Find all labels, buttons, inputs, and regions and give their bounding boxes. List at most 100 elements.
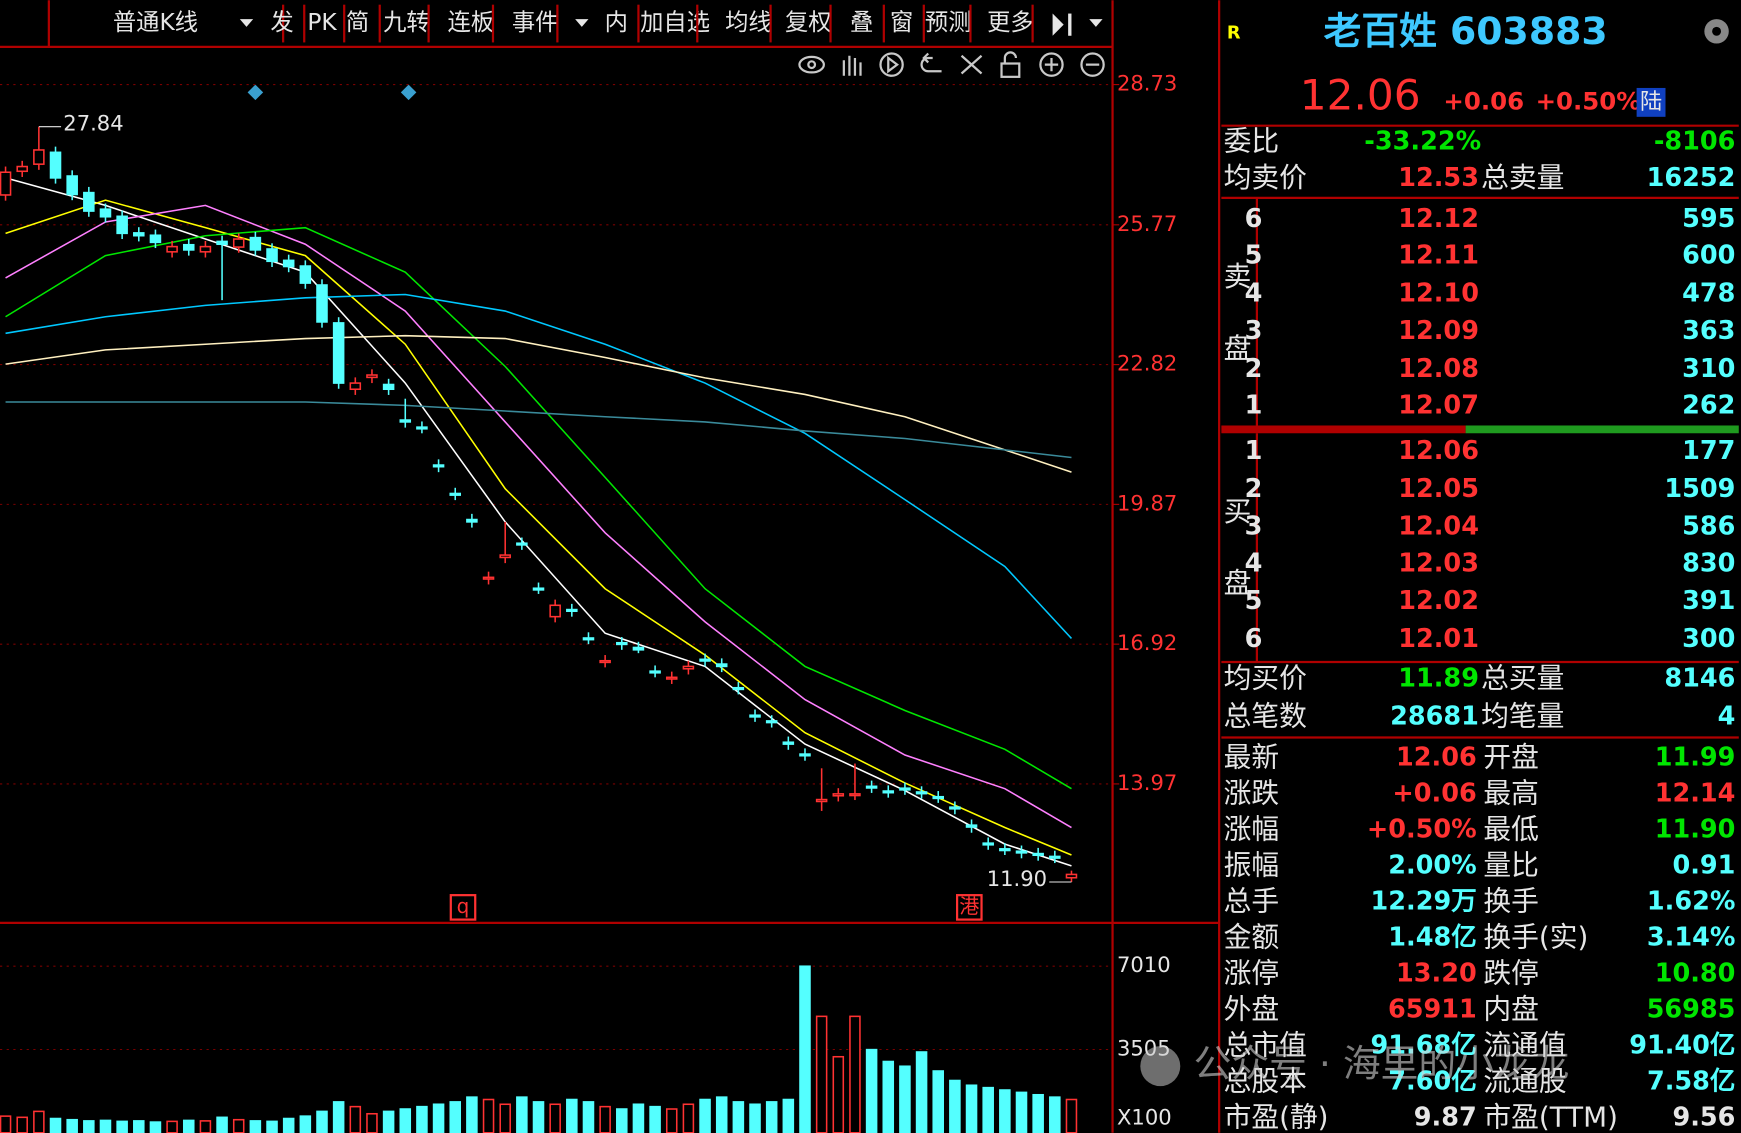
candle-body (1032, 852, 1044, 857)
candle-body (382, 383, 395, 391)
candle-body (665, 676, 678, 680)
candle-body (99, 208, 112, 218)
gear-icon[interactable] (1704, 19, 1729, 44)
watermark: 公众号 · 海里的小龙龙 (1194, 1042, 1570, 1086)
volume-bar (1015, 1091, 1028, 1133)
level-volume: 600 (1682, 241, 1735, 271)
volume-bar (16, 1116, 28, 1133)
candle-body (249, 236, 262, 251)
level: 3 (1245, 316, 1263, 346)
volume-bar (915, 1051, 928, 1133)
avg-count: 4 (1718, 702, 1736, 732)
candle-body (499, 554, 511, 559)
event-diamonds[interactable] (247, 84, 417, 101)
toolbar-button[interactable]: 事件 (512, 9, 559, 36)
volume-bar (849, 1015, 861, 1133)
candle-body (965, 824, 978, 828)
stock-title: 老百姓 603883 (1324, 9, 1608, 53)
volume-bar (166, 1120, 178, 1133)
level-volume: 391 (1682, 586, 1735, 616)
stat-value: 3.14% (1647, 922, 1736, 952)
toolbar-button[interactable]: 九转 (383, 9, 430, 36)
toolbar-button[interactable]: 连板 (447, 9, 494, 36)
moving-average-line (5, 204, 1072, 829)
volume-bar (949, 1079, 961, 1133)
candle-body (699, 658, 711, 662)
volume-bar (899, 1065, 911, 1133)
event-marker[interactable]: q (457, 894, 470, 918)
toolbar-button[interactable]: 简 (346, 9, 369, 36)
volume-bar (332, 1101, 345, 1133)
ratio-value: -33.22% (1364, 126, 1481, 156)
low-label: 11.90 (987, 866, 1047, 891)
candle-body (366, 374, 378, 379)
toolbar-button[interactable]: 更多 (987, 9, 1034, 36)
candle-body (232, 238, 245, 248)
stat-label: 涨幅 (1224, 813, 1280, 846)
toolbar-button[interactable]: 普通K线 (113, 9, 198, 36)
count-label: 总笔数 (1224, 700, 1307, 733)
stat-label: 换手(实) (1483, 920, 1588, 953)
stat-value: 11.90 (1655, 815, 1736, 845)
candle-body (882, 790, 895, 794)
level-price: 12.08 (1398, 354, 1479, 384)
sell-bar (1221, 425, 1466, 434)
toolbar-button[interactable]: 复权 (785, 9, 832, 36)
volume-bar (232, 1118, 245, 1133)
volume-bar (665, 1108, 678, 1133)
candle-body (133, 232, 145, 237)
level-volume: 1509 (1664, 474, 1735, 504)
volume-bar (1049, 1096, 1061, 1133)
volume-bar (249, 1120, 262, 1133)
stat-label: 市盈(TTM) (1483, 1100, 1618, 1133)
candle-body (416, 426, 428, 430)
volume-bar (882, 1060, 895, 1133)
event-marker-box[interactable] (955, 894, 983, 921)
toolbar-button[interactable]: 叠 (850, 9, 873, 36)
level-volume: 262 (1682, 391, 1735, 421)
volume-bar (799, 965, 811, 1133)
toolbar-button[interactable]: 加自选 (640, 9, 710, 36)
toolbar-button[interactable]: 内 (605, 9, 628, 36)
stat-value: 11.99 (1655, 743, 1736, 773)
volume-bar (932, 1070, 945, 1133)
stat-label: 涨停 (1224, 956, 1280, 989)
tool-icons[interactable] (798, 51, 1105, 78)
toolbar-button[interactable]: 均线 (725, 9, 772, 36)
sell-label: 盘 (1224, 332, 1252, 365)
y-tick-label: 22.82 (1117, 351, 1177, 376)
volume-bar (366, 1112, 378, 1133)
volume-bar (649, 1105, 661, 1133)
toolbar-button[interactable]: 发 (270, 9, 293, 36)
candle-body (316, 284, 328, 323)
toolbar-button[interactable]: PK (307, 9, 337, 36)
level-volume: 586 (1682, 512, 1735, 542)
stat-label: 总股本 (1224, 1064, 1307, 1097)
candle-body (815, 798, 828, 803)
volume-bar (99, 1119, 112, 1133)
volume-bar (432, 1103, 445, 1133)
stat-value: 12.14 (1655, 779, 1736, 809)
total-buy: 8146 (1664, 664, 1735, 694)
avg-sell-label: 均卖价 (1224, 161, 1307, 194)
event-marker[interactable]: 港 (959, 894, 979, 918)
stat-label: 最新 (1224, 741, 1280, 774)
volume-bar (782, 1098, 795, 1133)
stat-label: 内盘 (1483, 992, 1539, 1025)
candle-body (516, 542, 528, 546)
stat-value: 1.62% (1647, 886, 1736, 916)
volume-bar (133, 1120, 145, 1133)
count: 28681 (1390, 702, 1479, 732)
level: 6 (1245, 204, 1263, 234)
toolbar-button[interactable]: 预测 (925, 9, 972, 36)
level: 4 (1245, 278, 1263, 308)
toolbar-button[interactable]: 窗 (890, 9, 913, 36)
level-volume: 300 (1682, 624, 1735, 654)
candle-body (982, 842, 994, 846)
event-marker-box[interactable] (449, 894, 477, 921)
stat-value: 9.56 (1672, 1102, 1735, 1132)
volume-bar (33, 1110, 45, 1133)
candle-body (282, 259, 295, 268)
